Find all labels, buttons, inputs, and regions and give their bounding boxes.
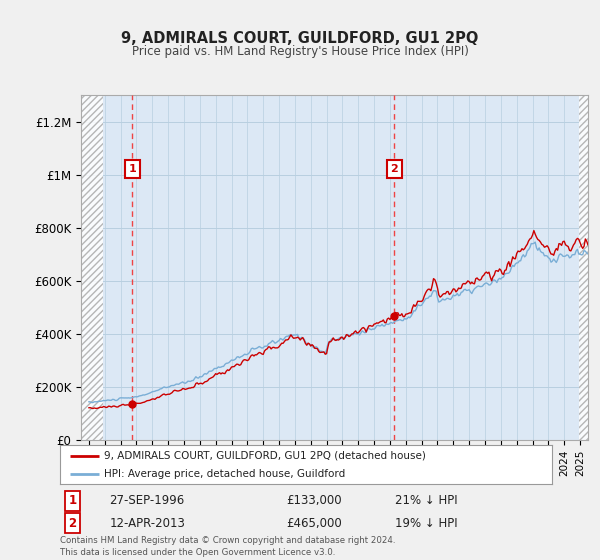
Text: 1: 1 xyxy=(68,494,76,507)
Text: Price paid vs. HM Land Registry's House Price Index (HPI): Price paid vs. HM Land Registry's House … xyxy=(131,45,469,58)
Text: 1: 1 xyxy=(128,165,136,174)
Text: 21% ↓ HPI: 21% ↓ HPI xyxy=(395,494,457,507)
Text: 9, ADMIRALS COURT, GUILDFORD, GU1 2PQ: 9, ADMIRALS COURT, GUILDFORD, GU1 2PQ xyxy=(121,31,479,46)
Text: £133,000: £133,000 xyxy=(286,494,342,507)
Bar xyxy=(579,95,588,440)
Text: 27-SEP-1996: 27-SEP-1996 xyxy=(109,494,184,507)
Bar xyxy=(81,95,103,440)
Text: 12-APR-2013: 12-APR-2013 xyxy=(109,517,185,530)
Text: Contains HM Land Registry data © Crown copyright and database right 2024.
This d: Contains HM Land Registry data © Crown c… xyxy=(60,536,395,557)
Text: 9, ADMIRALS COURT, GUILDFORD, GU1 2PQ (detached house): 9, ADMIRALS COURT, GUILDFORD, GU1 2PQ (d… xyxy=(104,451,426,461)
Text: 2: 2 xyxy=(391,165,398,174)
Text: 19% ↓ HPI: 19% ↓ HPI xyxy=(395,517,457,530)
Text: HPI: Average price, detached house, Guildford: HPI: Average price, detached house, Guil… xyxy=(104,469,346,479)
Text: 2: 2 xyxy=(68,517,76,530)
Text: £465,000: £465,000 xyxy=(286,517,342,530)
